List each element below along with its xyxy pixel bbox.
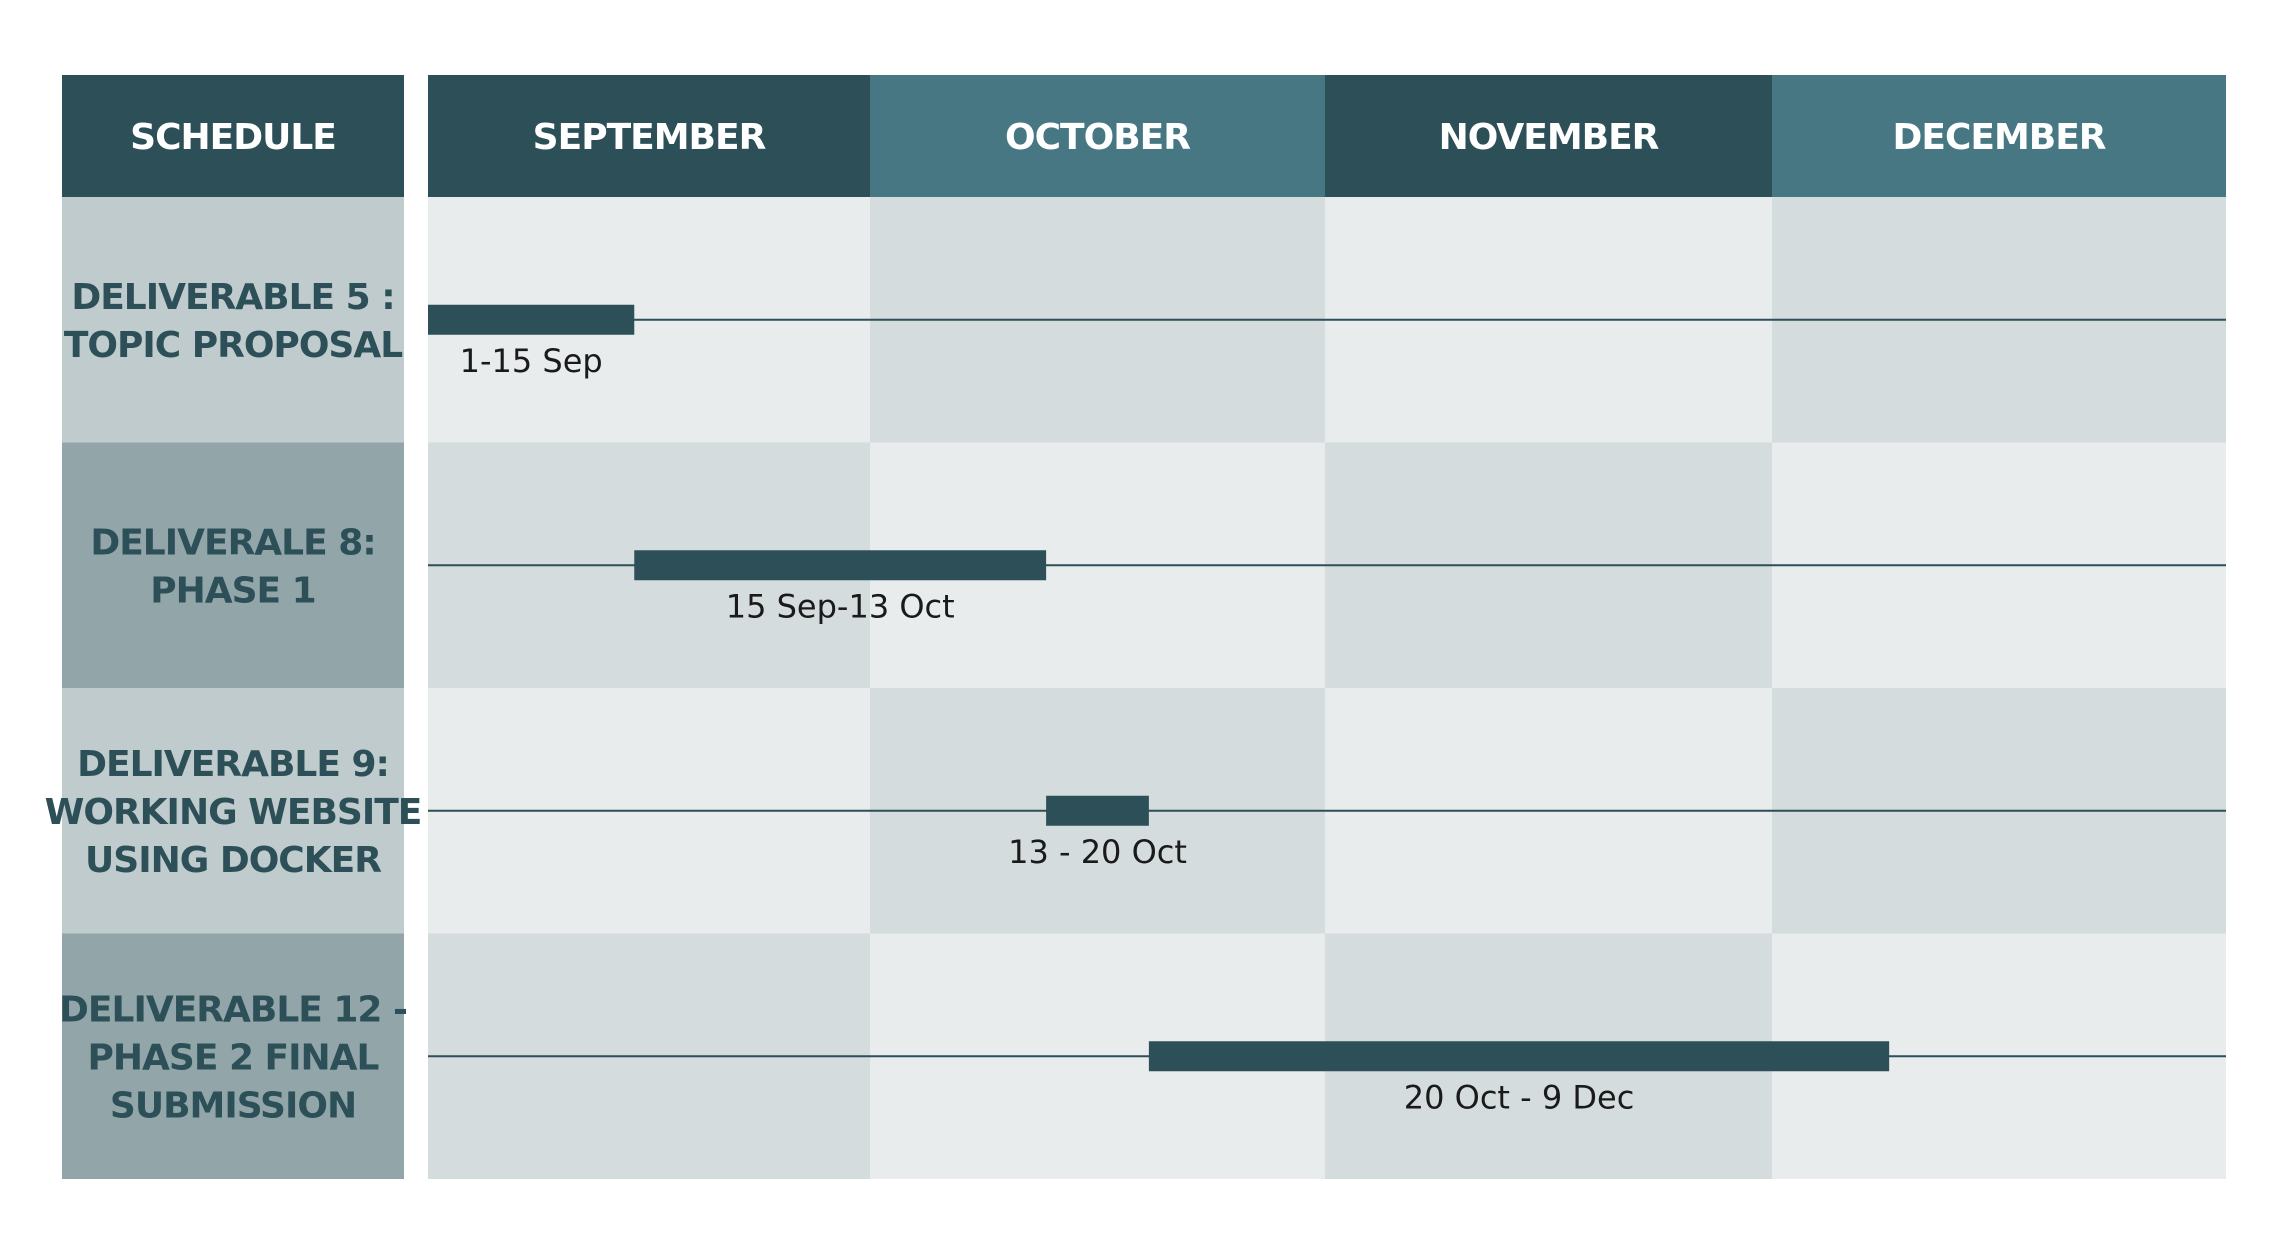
month-header-label: SEPTEMBER [533,117,766,158]
header-row: SCHEDULE SEPTEMBER OCTOBER NOVEMBER DECEMBER [62,75,2226,197]
row-label-cell [62,442,404,688]
task-bars [428,304,1890,1072]
row-label-cell [62,197,404,443]
task-date-label: 1-15 Sep [460,342,603,380]
task-date-label: 15 Sep-13 Oct [726,587,955,625]
row-label-column: DELIVERABLE 5 : TOPIC PROPOSAL DELIVERALE … [45,197,422,1179]
task-bar [634,550,1047,581]
task-name-line: TOPIC PROPOSAL [64,325,402,366]
task-name-line: DELIVERABLE 5 : [71,277,394,318]
month-header-cell [1325,75,1772,197]
task-name-line: USING DOCKER [85,840,381,881]
task-bar-labels: 1-15 Sep 15 Sep-13 Oct 13 - 20 Oct 20 Oct -… [460,342,1635,1117]
task-name-line: SUBMISSION [110,1085,356,1126]
month-header-label: OCTOBER [1005,117,1190,158]
month-header-cell [428,75,870,197]
task-bar [1148,1041,1890,1072]
task-date-label: 13 - 20 Oct [1008,833,1187,871]
task-name-line: WORKING WEBSITE [45,792,422,833]
task-bar [1046,795,1149,826]
task-date-label: 20 Oct - 9 Dec [1404,1078,1635,1116]
task-name-line: DELIVERABLE 12 - [59,989,407,1030]
month-header-cell [1772,75,2226,197]
task-name-line: PHASE 1 [150,570,315,611]
task-name-line: DELIVERABLE 9: [77,744,389,785]
task-name-line: DELIVERALE 8: [90,522,375,563]
month-header-label: NOVEMBER [1439,117,1659,158]
grid-cells [428,197,2226,1179]
row-label-cell [62,933,404,1179]
header-corner-cell [62,75,404,197]
header-schedule-label: SCHEDULE [130,117,336,158]
row-label-cell [62,688,404,934]
task-name-line: PHASE 2 FINAL [88,1037,379,1078]
month-header-cell [870,75,1325,197]
month-header-label: DECEMBER [1892,117,2105,158]
task-bar [428,304,635,335]
